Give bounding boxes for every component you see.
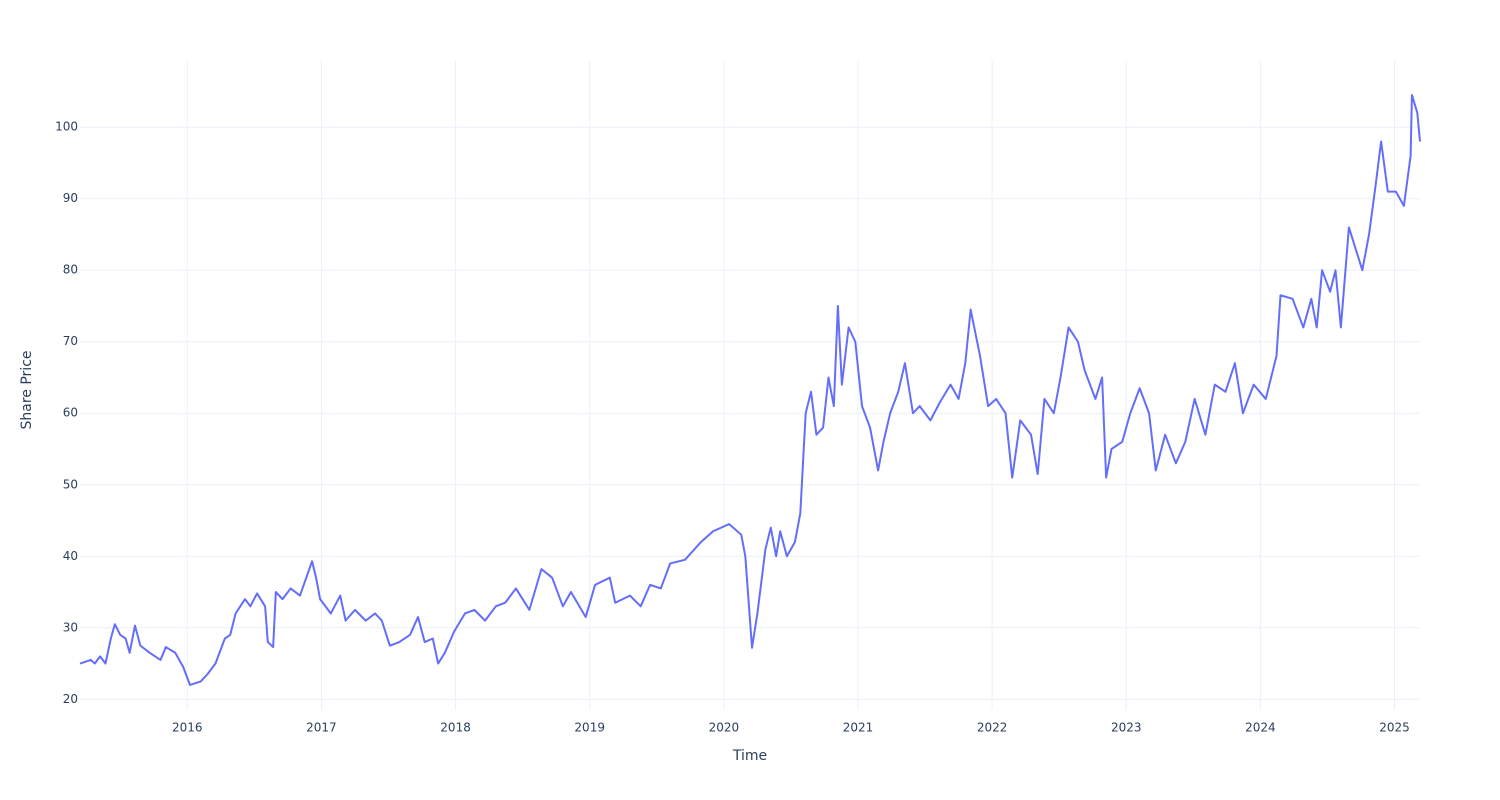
- x-tick-label: 2022: [977, 721, 1008, 735]
- price-line: [79, 94, 1421, 686]
- plot-area: [79, 94, 1421, 686]
- x-tick-label: 2023: [1111, 721, 1142, 735]
- x-tick-label: 2021: [843, 721, 874, 735]
- x-tick-label: 2017: [306, 721, 337, 735]
- x-axis-title: Time: [732, 748, 767, 764]
- x-tick-label: 2019: [574, 721, 605, 735]
- x-tick-label: 2016: [172, 721, 203, 735]
- grid: [80, 60, 1420, 710]
- x-tick-label: 2025: [1379, 721, 1410, 735]
- y-tick-label: 70: [63, 334, 78, 348]
- y-tick-label: 100: [55, 120, 78, 134]
- y-tick-label: 80: [63, 263, 78, 277]
- y-axis-title: Share Price: [19, 350, 35, 429]
- x-tick-label: 2018: [440, 721, 471, 735]
- y-tick-label: 50: [63, 477, 78, 491]
- y-tick-label: 20: [63, 692, 78, 706]
- y-tick-label: 30: [63, 620, 78, 634]
- x-tick-label: 2020: [709, 721, 740, 735]
- y-tick-label: 60: [63, 406, 78, 420]
- y-tick-label: 40: [63, 549, 78, 563]
- x-tick-label: 2024: [1245, 721, 1276, 735]
- y-tick-label: 90: [63, 191, 78, 205]
